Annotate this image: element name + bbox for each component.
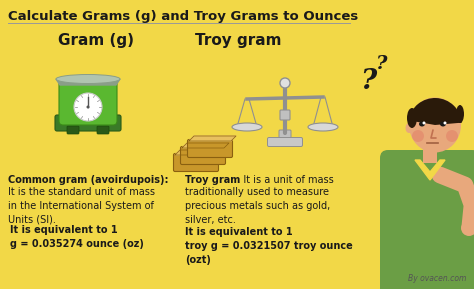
Ellipse shape bbox=[407, 108, 417, 128]
Polygon shape bbox=[175, 150, 222, 155]
Polygon shape bbox=[415, 160, 445, 180]
FancyBboxPatch shape bbox=[181, 147, 226, 164]
Text: It is equivalent to 1
g = 0.035274 ounce (oz): It is equivalent to 1 g = 0.035274 ounce… bbox=[10, 225, 144, 249]
FancyBboxPatch shape bbox=[280, 110, 290, 120]
Polygon shape bbox=[189, 136, 236, 141]
FancyBboxPatch shape bbox=[188, 140, 233, 158]
Circle shape bbox=[461, 220, 474, 236]
FancyBboxPatch shape bbox=[55, 115, 121, 131]
Text: Gram (g): Gram (g) bbox=[58, 33, 134, 48]
FancyBboxPatch shape bbox=[67, 126, 79, 134]
Circle shape bbox=[74, 93, 102, 121]
Text: Troy gram: Troy gram bbox=[185, 175, 240, 185]
Circle shape bbox=[446, 130, 458, 142]
Ellipse shape bbox=[456, 105, 464, 123]
FancyBboxPatch shape bbox=[173, 153, 219, 171]
FancyBboxPatch shape bbox=[380, 150, 474, 289]
Text: It is the standard unit of mass
in the International System of
Units (SI).: It is the standard unit of mass in the I… bbox=[8, 187, 155, 225]
Text: It is equivalent to 1
troy g = 0.0321507 troy ounce
(ozt): It is equivalent to 1 troy g = 0.0321507… bbox=[185, 227, 353, 265]
Wedge shape bbox=[409, 98, 462, 125]
Text: Common gram (avoirdupois):: Common gram (avoirdupois): bbox=[8, 175, 168, 185]
Ellipse shape bbox=[405, 123, 412, 133]
Text: : It is a unit of mass: : It is a unit of mass bbox=[237, 175, 334, 185]
Circle shape bbox=[86, 105, 90, 108]
Text: By ovacen.com: By ovacen.com bbox=[408, 274, 466, 283]
Circle shape bbox=[412, 130, 424, 142]
Ellipse shape bbox=[56, 75, 120, 84]
Text: ?: ? bbox=[360, 68, 376, 95]
Ellipse shape bbox=[440, 121, 446, 127]
Text: Troy gram: Troy gram bbox=[195, 33, 282, 48]
Circle shape bbox=[444, 121, 447, 125]
Polygon shape bbox=[182, 143, 229, 148]
Circle shape bbox=[422, 121, 426, 125]
FancyBboxPatch shape bbox=[97, 126, 109, 134]
Ellipse shape bbox=[419, 121, 425, 127]
Circle shape bbox=[280, 78, 290, 88]
Text: Calculate Grams (g) and Troy Grams to Ounces: Calculate Grams (g) and Troy Grams to Ou… bbox=[8, 10, 358, 23]
FancyBboxPatch shape bbox=[423, 145, 437, 163]
Polygon shape bbox=[56, 79, 120, 85]
Text: traditionally used to measure
precious metals such as gold,
silver, etc.: traditionally used to measure precious m… bbox=[185, 187, 330, 225]
FancyBboxPatch shape bbox=[267, 138, 302, 147]
FancyBboxPatch shape bbox=[59, 79, 117, 125]
Ellipse shape bbox=[308, 123, 338, 131]
FancyBboxPatch shape bbox=[279, 130, 291, 142]
Ellipse shape bbox=[409, 97, 461, 153]
Text: ?: ? bbox=[376, 55, 388, 73]
Ellipse shape bbox=[232, 123, 262, 131]
